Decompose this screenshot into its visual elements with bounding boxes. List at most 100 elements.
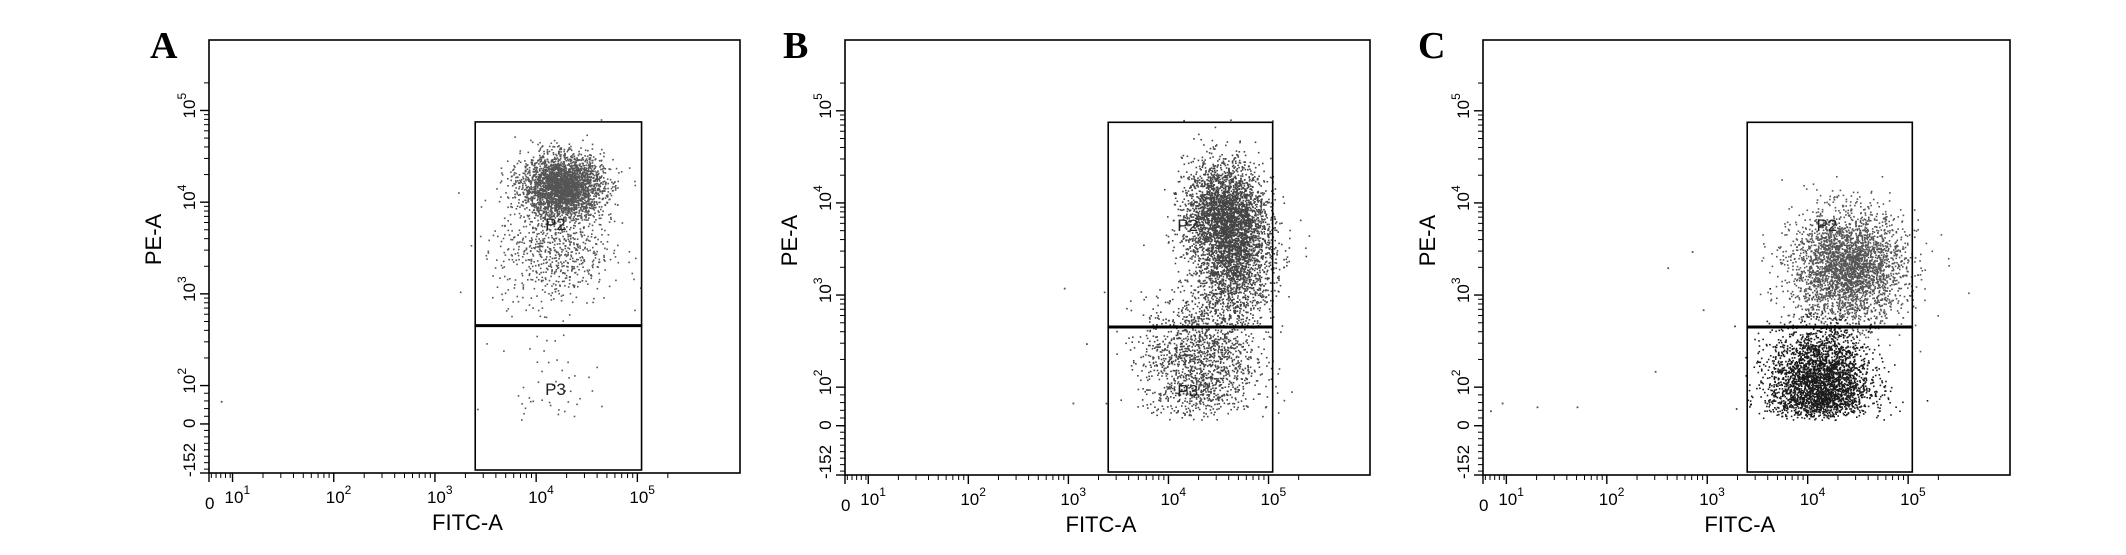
scatter-point [587, 210, 589, 213]
scatter-point [519, 216, 522, 219]
scatter-point [590, 203, 592, 205]
scatter-point [557, 196, 560, 199]
scatter-point [591, 205, 593, 208]
scatter-point [591, 148, 594, 150]
scatter-point [1244, 164, 1246, 166]
scatter-point [571, 185, 574, 188]
scatter-point [593, 195, 595, 197]
scatter-point [597, 173, 600, 176]
gate-p3: P3 [474, 324, 643, 471]
scatter-point [578, 179, 580, 182]
scatter-point [559, 205, 562, 208]
scatter-point [548, 204, 550, 206]
scatter-point [1245, 216, 1248, 218]
scatter-point [574, 157, 576, 160]
scatter-point [559, 189, 562, 192]
scatter-point [540, 256, 543, 258]
scatter-point [535, 194, 537, 197]
scatter-point [547, 186, 550, 189]
scatter-point [554, 223, 556, 226]
scatter-point [579, 281, 581, 283]
scatter-point [554, 160, 557, 163]
scatter-point [613, 249, 616, 252]
scatter-point [1234, 194, 1237, 197]
scatter-point [614, 256, 617, 258]
scatter-point [556, 190, 558, 192]
scatter-point [513, 182, 515, 185]
scatter-point [527, 185, 529, 188]
scatter-point [589, 249, 591, 252]
scatter-point [546, 261, 548, 264]
scatter-point [597, 192, 600, 195]
scatter-point [546, 180, 548, 182]
scatter-point [542, 207, 545, 210]
scatter-point [590, 277, 593, 280]
scatter-point [538, 251, 540, 253]
scatter-point [596, 366, 598, 369]
scatter-point [571, 301, 574, 304]
scatter-point [1247, 199, 1249, 202]
scatter-point [591, 233, 593, 235]
scatter-point [580, 153, 583, 156]
scatter-point [557, 232, 560, 234]
scatter-point [576, 165, 578, 168]
scatter-point [1222, 187, 1225, 190]
scatter-point [1220, 250, 1223, 252]
scatter-point [560, 218, 563, 221]
scatter-point [523, 189, 526, 191]
scatter-point [559, 163, 562, 166]
scatter-point [583, 175, 586, 177]
scatter-point [559, 285, 561, 287]
scatter-point [1212, 269, 1215, 272]
scatter-point [560, 191, 562, 193]
scatter-point [573, 247, 576, 249]
scatter-point [1213, 198, 1216, 201]
scatter-point [594, 252, 596, 254]
scatter-point [579, 200, 581, 202]
scatter-point [560, 226, 563, 228]
scatter-point [570, 179, 573, 182]
scatter-point [538, 232, 540, 235]
scatter-point [583, 195, 586, 197]
scatter-point [500, 264, 503, 267]
scatter-point [507, 196, 509, 198]
scatter-point [510, 203, 512, 205]
scatter-point [533, 179, 535, 182]
scatter-point [539, 213, 542, 216]
scatter-point [1226, 177, 1229, 179]
scatter-point [557, 198, 559, 201]
scatter-point [565, 196, 567, 199]
scatter-point [590, 171, 592, 174]
scatter-point [529, 244, 532, 247]
scatter-point [557, 264, 560, 267]
scatter-point [1187, 200, 1190, 202]
scatter-point [1251, 174, 1254, 176]
scatter-point [519, 232, 522, 234]
scatter-point [549, 205, 552, 208]
scatter-point [1195, 171, 1198, 173]
scatter-point [586, 195, 589, 198]
scatter-point [488, 239, 490, 242]
scatter-point [557, 190, 559, 193]
scatter-point [570, 251, 573, 253]
scatter-point [535, 171, 538, 174]
scatter-point [574, 214, 577, 216]
scatter-point [543, 186, 546, 189]
scatter-point [593, 174, 596, 177]
scatter-point [507, 178, 509, 180]
scatter-point [1193, 210, 1195, 212]
scatter-point [518, 202, 520, 204]
scatter-point [1222, 158, 1225, 160]
scatter-point [604, 168, 607, 170]
scatter-point [578, 153, 581, 155]
scatter-point [617, 204, 619, 206]
scatter-point [612, 190, 614, 192]
scatter-point [563, 280, 565, 283]
scatter-point [525, 186, 528, 189]
scatter-point [557, 251, 559, 254]
scatter-point [487, 250, 490, 253]
scatter-point [529, 267, 532, 270]
scatter-point [1232, 202, 1235, 204]
scatter-point [1201, 231, 1204, 233]
scatter-point [590, 191, 592, 193]
